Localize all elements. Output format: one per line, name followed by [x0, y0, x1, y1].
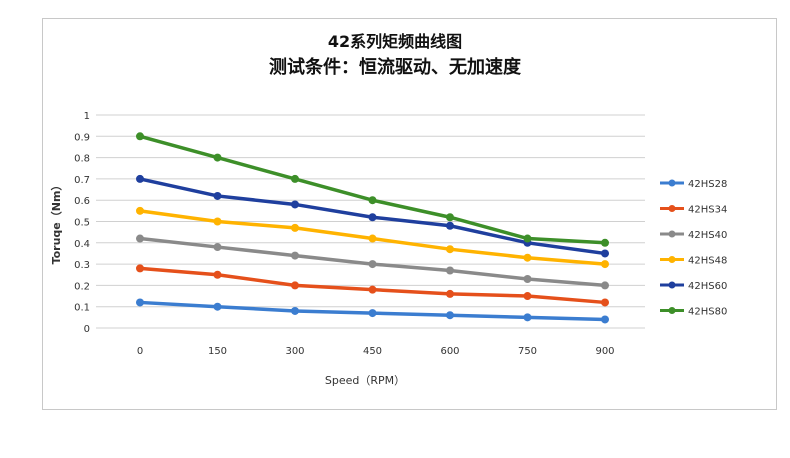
data-point-42HS40: [213, 243, 222, 252]
data-point-42HS80: [446, 213, 454, 222]
data-point-42HS34: [136, 264, 144, 273]
chart-subtitle: 测试条件：恒流驱动、无加速度: [269, 57, 521, 78]
legend-marker: [668, 307, 676, 314]
data-point-42HS80: [291, 174, 299, 183]
data-point-42HS48: [291, 223, 299, 232]
legend-marker: [668, 205, 676, 212]
y-tick-label: 0.1: [74, 303, 90, 314]
y-tick-label: 0.3: [74, 260, 90, 271]
data-point-42HS40: [291, 251, 299, 260]
data-point-42HS28: [446, 311, 454, 320]
legend-label: 42HS34: [688, 205, 727, 216]
data-point-42HS34: [213, 270, 222, 279]
data-point-42HS28: [213, 302, 222, 311]
y-tick-label: 0.9: [74, 132, 90, 143]
y-tick-label: 0.5: [74, 218, 90, 229]
legend-marker: [668, 230, 676, 238]
legend-marker: [668, 179, 676, 187]
y-tick-label: 0.6: [74, 196, 90, 207]
data-point-42HS48: [368, 234, 377, 243]
legend-label: 42HS28: [688, 179, 727, 190]
chart-title: 42系列矩频曲线图: [327, 32, 463, 51]
data-point-42HS80: [213, 153, 222, 162]
data-point-42HS34: [291, 281, 299, 290]
data-point-42HS60: [368, 213, 377, 222]
legend-label: 42HS80: [688, 307, 727, 318]
legend-marker: [668, 281, 676, 289]
data-point-42HS28: [523, 313, 532, 322]
x-tick-label: 450: [363, 346, 382, 357]
data-point-42HS60: [601, 249, 609, 258]
data-point-42HS34: [446, 289, 454, 298]
data-point-42HS34: [368, 285, 377, 294]
data-point-42HS48: [523, 253, 532, 262]
data-point-42HS80: [523, 234, 532, 243]
data-point-42HS48: [213, 217, 222, 226]
legend-label: 42HS60: [688, 281, 727, 292]
data-point-42HS48: [446, 245, 454, 254]
chart-frame: [42, 18, 777, 410]
y-tick-label: 0.8: [74, 154, 90, 165]
data-point-42HS28: [601, 315, 609, 324]
legend-label: 42HS48: [688, 256, 727, 267]
y-tick-label: 0: [84, 324, 90, 335]
series-line-42HS80: [139, 134, 606, 245]
data-point-42HS60: [213, 191, 222, 200]
data-point-42HS40: [446, 266, 454, 275]
data-point-42HS60: [136, 174, 144, 183]
data-point-42HS48: [136, 206, 144, 215]
y-tick-label: 0.7: [74, 175, 90, 186]
x-tick-label: 300: [285, 346, 304, 357]
data-point-42HS28: [368, 309, 377, 318]
data-point-42HS34: [523, 292, 532, 301]
x-tick-label: 750: [518, 346, 537, 357]
y-tick-label: 0.2: [74, 281, 90, 292]
data-point-42HS80: [136, 132, 144, 141]
x-tick-label: 0: [137, 346, 143, 357]
y-tick-label: 1: [84, 111, 90, 122]
x-tick-label: 900: [595, 346, 614, 357]
y-axis-label: Toruqe（Nm）: [50, 180, 63, 265]
legend-marker: [668, 256, 676, 263]
data-point-42HS40: [601, 281, 609, 290]
data-point-42HS28: [291, 306, 299, 315]
data-point-42HS28: [136, 298, 144, 307]
data-point-42HS40: [136, 234, 144, 243]
x-tick-label: 600: [440, 346, 459, 357]
x-tick-label: 150: [208, 346, 227, 357]
data-point-42HS40: [368, 260, 377, 269]
data-point-42HS40: [523, 275, 532, 284]
data-point-42HS34: [601, 298, 609, 307]
data-point-42HS48: [601, 260, 609, 269]
data-point-42HS80: [601, 238, 609, 247]
y-tick-label: 0.4: [74, 239, 90, 250]
x-axis-label: Speed（RPM）: [325, 374, 405, 387]
data-point-42HS60: [291, 200, 299, 209]
data-point-42HS80: [368, 196, 377, 205]
legend-label: 42HS40: [688, 230, 727, 241]
data-point-42HS60: [446, 221, 454, 230]
